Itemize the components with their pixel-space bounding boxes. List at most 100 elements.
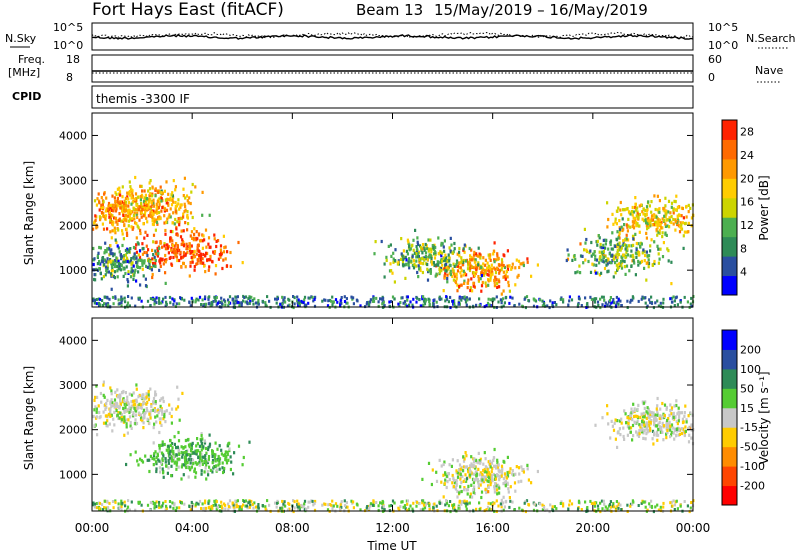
power-cell	[657, 218, 660, 222]
velocity-cell	[127, 499, 130, 503]
power-cell	[238, 304, 241, 308]
power-cell	[149, 192, 152, 196]
velocity-cell	[198, 463, 201, 467]
power-cell	[624, 272, 627, 276]
power-cell	[153, 257, 156, 261]
velocity-cell	[182, 463, 185, 467]
power-cell	[645, 250, 648, 254]
power-cell	[492, 266, 495, 270]
power-cell	[637, 224, 640, 228]
power-cell	[375, 296, 378, 300]
velocity-cell	[377, 508, 380, 512]
power-cell	[481, 280, 484, 285]
power-cell	[486, 301, 490, 305]
power-cell	[489, 276, 492, 280]
velocity-cell	[170, 456, 173, 460]
power-cell	[174, 200, 177, 205]
velocity-cell	[197, 455, 200, 460]
power-cell	[642, 248, 645, 252]
power-cell	[113, 270, 117, 274]
power-cell	[682, 246, 685, 250]
power-cell	[165, 258, 168, 262]
power-cell	[453, 264, 456, 268]
power-cell	[647, 200, 650, 204]
power-cell	[635, 221, 638, 225]
power-cell	[666, 224, 669, 228]
power-cell	[100, 196, 103, 200]
power-cell	[594, 254, 597, 258]
power-cell	[416, 240, 419, 244]
velocity-cell	[225, 458, 228, 462]
power-cell	[449, 295, 452, 299]
power-cell	[128, 304, 131, 308]
power-cell	[645, 209, 649, 213]
power-cell	[604, 246, 607, 250]
velocity-cell	[200, 434, 203, 438]
velocity-cell	[154, 460, 158, 464]
velocity-cell	[217, 455, 220, 459]
power-cell	[583, 248, 586, 252]
power-cell	[428, 298, 431, 302]
velocity-cell	[105, 424, 108, 428]
power-cell	[99, 206, 102, 210]
power-cell	[479, 277, 482, 281]
power-cell	[189, 260, 192, 265]
power-cell	[113, 196, 116, 200]
power-cell	[612, 275, 615, 279]
velocity-cell	[162, 454, 165, 458]
velocity-cell	[127, 401, 130, 405]
power-cell	[675, 295, 678, 299]
velocity-cell	[465, 500, 468, 504]
power-cell	[165, 208, 169, 212]
velocity-cell	[622, 434, 625, 439]
power-cell	[122, 219, 125, 223]
power-cell	[522, 263, 525, 268]
power-cell	[111, 252, 114, 256]
velocity-cell	[187, 443, 191, 447]
velocity-cell	[480, 495, 483, 500]
power-cell	[244, 295, 248, 299]
velocity-cell	[487, 501, 490, 505]
power-cell	[156, 199, 159, 204]
power-cell	[176, 249, 179, 253]
velocity-cell	[121, 501, 124, 505]
power-cell	[368, 303, 371, 306]
power-cell	[665, 209, 668, 214]
velocity-cell	[666, 430, 669, 435]
velocity-cell	[187, 437, 190, 442]
velocity-cell	[630, 407, 633, 411]
freq-tick-bottom: 8	[66, 71, 73, 84]
power-cell	[109, 249, 112, 253]
velocity-cell	[642, 411, 645, 415]
power-cell	[632, 237, 635, 241]
velocity-cell	[636, 414, 639, 419]
velocity-cell	[656, 503, 659, 507]
power-cell	[312, 299, 315, 303]
velocity-cell	[469, 464, 472, 468]
velocity-cell	[155, 505, 158, 509]
power-cell	[478, 252, 481, 256]
power-cell	[108, 215, 111, 219]
power-cell	[243, 296, 246, 299]
velocity-cell	[626, 433, 629, 437]
velocity-cell	[108, 422, 111, 426]
velocity-cell	[120, 499, 123, 503]
power-cell	[307, 301, 310, 305]
velocity-cell	[352, 500, 355, 504]
power-cell	[327, 299, 330, 303]
power-cell	[111, 269, 114, 273]
power-cell	[300, 299, 303, 303]
power-cell	[454, 281, 458, 285]
power-cell	[391, 271, 394, 275]
power-cell	[339, 303, 342, 307]
power-cell	[657, 222, 660, 227]
velocity-cell	[307, 505, 310, 509]
velocity-cell	[134, 418, 137, 422]
power-cell	[117, 228, 120, 232]
power-cell	[118, 217, 121, 221]
power-cell	[131, 217, 134, 221]
velocity-cell	[170, 414, 173, 419]
velocity-cell	[593, 504, 597, 508]
power-cell	[150, 200, 153, 204]
